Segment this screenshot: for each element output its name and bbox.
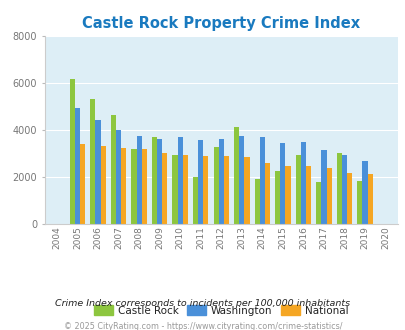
Bar xyxy=(203,156,208,224)
Bar xyxy=(367,174,372,224)
Bar xyxy=(151,137,157,224)
Bar xyxy=(239,136,244,224)
Bar xyxy=(336,153,341,224)
Bar xyxy=(111,115,116,224)
Bar xyxy=(275,172,279,224)
Bar xyxy=(244,157,249,224)
Bar xyxy=(75,108,80,224)
Bar xyxy=(70,79,75,224)
Title: Castle Rock Property Crime Index: Castle Rock Property Crime Index xyxy=(82,16,360,31)
Bar xyxy=(259,137,264,224)
Bar xyxy=(218,139,223,224)
Bar xyxy=(121,148,126,224)
Bar xyxy=(295,155,300,224)
Bar xyxy=(300,142,305,224)
Bar xyxy=(182,155,188,224)
Legend: Castle Rock, Washington, National: Castle Rock, Washington, National xyxy=(90,301,352,320)
Bar xyxy=(192,178,198,224)
Bar xyxy=(157,139,162,224)
Bar xyxy=(116,130,121,224)
Bar xyxy=(315,182,321,224)
Bar xyxy=(356,181,362,224)
Bar xyxy=(141,149,147,224)
Bar xyxy=(213,147,218,224)
Bar xyxy=(362,161,367,224)
Bar xyxy=(341,155,346,224)
Bar xyxy=(172,155,177,224)
Text: Crime Index corresponds to incidents per 100,000 inhabitants: Crime Index corresponds to incidents per… xyxy=(55,299,350,308)
Bar xyxy=(177,137,182,224)
Bar xyxy=(234,127,239,224)
Bar xyxy=(95,120,100,224)
Bar xyxy=(321,150,326,224)
Bar xyxy=(100,146,105,224)
Bar xyxy=(198,140,203,224)
Bar xyxy=(131,149,136,224)
Bar xyxy=(254,179,259,224)
Bar xyxy=(136,136,141,224)
Text: © 2025 CityRating.com - https://www.cityrating.com/crime-statistics/: © 2025 CityRating.com - https://www.city… xyxy=(64,322,341,330)
Bar xyxy=(285,166,290,224)
Bar xyxy=(80,145,85,224)
Bar xyxy=(162,153,167,224)
Bar xyxy=(326,168,331,224)
Bar xyxy=(279,143,285,224)
Bar xyxy=(305,166,310,224)
Bar xyxy=(346,173,351,224)
Bar xyxy=(264,163,269,224)
Bar xyxy=(223,156,228,224)
Bar xyxy=(90,99,95,224)
